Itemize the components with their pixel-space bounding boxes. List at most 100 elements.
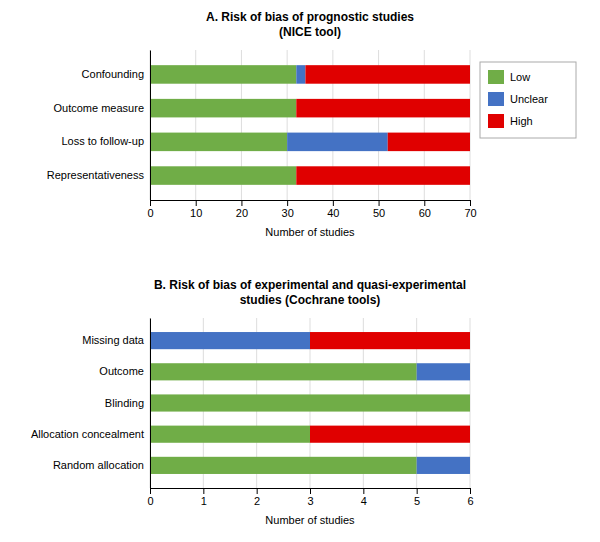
legend-item: Unclear bbox=[488, 92, 548, 106]
series-2 bbox=[310, 332, 470, 443]
bar-segment bbox=[150, 426, 310, 443]
x-tick: 60 bbox=[419, 200, 431, 219]
x-tick-mark bbox=[150, 200, 151, 206]
x-tick-mark bbox=[203, 488, 204, 494]
x-tick: 3 bbox=[307, 488, 313, 507]
y-tick: Random allocation bbox=[53, 459, 144, 471]
x-tick: 10 bbox=[190, 200, 202, 219]
y-tick-label: Missing data bbox=[82, 334, 145, 346]
chart-0: 0 10 20 30 40 50 60 70 Representativeness Loss to… bbox=[47, 10, 477, 238]
bars bbox=[150, 332, 470, 474]
bar-segment bbox=[150, 99, 296, 118]
x-axis: 0123456 bbox=[147, 488, 473, 507]
x-tick-mark bbox=[417, 488, 418, 494]
y-tick-label: Blinding bbox=[105, 397, 144, 409]
y-tick-label: Outcome measure bbox=[54, 102, 144, 114]
bar-segment bbox=[470, 457, 471, 474]
bar-segment bbox=[150, 166, 296, 185]
y-tick-label: Allocation concealment bbox=[31, 428, 144, 440]
x-tick: 30 bbox=[282, 200, 294, 219]
bar-segment bbox=[296, 65, 305, 84]
bar-segment bbox=[417, 457, 470, 474]
x-tick-mark bbox=[470, 488, 471, 494]
x-tick-mark bbox=[470, 200, 471, 206]
grid-line bbox=[150, 50, 151, 200]
x-tick: 70 bbox=[464, 200, 476, 219]
x-tick-label: 30 bbox=[282, 207, 294, 219]
legend-swatch bbox=[488, 70, 504, 84]
bar-segment bbox=[150, 133, 287, 152]
y-axis: Random allocation Allocation concealment B… bbox=[31, 319, 151, 489]
x-tick-label: 20 bbox=[236, 207, 248, 219]
grid bbox=[150, 318, 470, 488]
bar-segment bbox=[150, 457, 417, 474]
x-tick: 0 bbox=[147, 488, 153, 507]
series-0 bbox=[150, 65, 296, 185]
y-tick-label: Random allocation bbox=[53, 459, 144, 471]
bar-segment bbox=[296, 166, 470, 185]
legend-label: Low bbox=[510, 71, 530, 83]
bar-segment bbox=[296, 99, 470, 118]
legend-label: High bbox=[510, 115, 533, 127]
x-tick-mark bbox=[287, 200, 288, 206]
y-tick: Allocation concealment bbox=[31, 428, 144, 440]
y-tick-label: Outcome bbox=[99, 365, 144, 377]
bar-segment bbox=[287, 133, 388, 152]
y-tick: Representativeness bbox=[47, 169, 145, 181]
bar-segment bbox=[470, 394, 471, 411]
bar-segment bbox=[310, 426, 470, 443]
x-tick: 0 bbox=[147, 200, 153, 219]
bar-segment bbox=[310, 332, 470, 349]
x-tick: 2 bbox=[254, 488, 260, 507]
x-tick: 5 bbox=[414, 488, 420, 507]
bar-segment bbox=[150, 363, 417, 380]
legend-item: Low bbox=[488, 70, 530, 84]
x-tick: 4 bbox=[361, 488, 367, 507]
x-tick-mark bbox=[241, 200, 242, 206]
chart-1: 0123456Random allocationAllocation conce… bbox=[31, 278, 474, 526]
grid bbox=[150, 50, 470, 200]
bar-segment bbox=[150, 65, 296, 84]
bar-segment bbox=[470, 394, 471, 411]
x-tick-label: 6 bbox=[467, 495, 473, 507]
series-2 bbox=[296, 65, 470, 185]
bar-segment bbox=[150, 332, 310, 349]
x-axis-title: Number of studies bbox=[265, 226, 355, 238]
x-axis-line bbox=[151, 489, 471, 495]
x-tick-mark bbox=[150, 488, 151, 494]
series-0 bbox=[150, 363, 470, 474]
x-tick-label: 0 bbox=[147, 495, 153, 507]
x-tick-label: 4 bbox=[361, 495, 367, 507]
x-tick: 6 bbox=[467, 488, 473, 507]
y-tick-label: Loss to follow-up bbox=[61, 135, 144, 147]
x-tick-label: 5 bbox=[414, 495, 420, 507]
x-tick-label: 10 bbox=[190, 207, 202, 219]
x-tick-label: 2 bbox=[254, 495, 260, 507]
chart-title: A. Risk of bias of prognostic studies(NI… bbox=[206, 10, 414, 39]
bar-segment bbox=[388, 133, 470, 152]
x-tick-mark bbox=[424, 200, 425, 206]
bars bbox=[150, 65, 470, 185]
x-tick-label: 50 bbox=[373, 207, 385, 219]
grid-line bbox=[150, 318, 151, 488]
legend: Low Unclear High bbox=[480, 62, 576, 138]
x-tick: 20 bbox=[236, 200, 248, 219]
x-tick-mark bbox=[333, 200, 334, 206]
x-tick: 40 bbox=[327, 200, 339, 219]
x-tick-label: 70 bbox=[464, 207, 476, 219]
chart-title: B. Risk of bias of experimental and quas… bbox=[154, 278, 466, 307]
y-tick-label: Confounding bbox=[82, 68, 144, 80]
legend-item: High bbox=[488, 114, 533, 128]
x-axis-line bbox=[151, 201, 471, 207]
bar-segment bbox=[417, 363, 470, 380]
legend-swatch bbox=[488, 92, 504, 106]
y-tick: Outcome bbox=[99, 365, 144, 377]
x-tick-mark bbox=[363, 488, 364, 494]
x-tick-mark bbox=[257, 488, 258, 494]
x-tick-label: 0 bbox=[147, 207, 153, 219]
x-tick-mark bbox=[196, 200, 197, 206]
bar-segment bbox=[470, 363, 471, 380]
legend-frame bbox=[480, 62, 576, 138]
y-axis-line bbox=[150, 51, 151, 201]
series-1 bbox=[150, 332, 470, 474]
